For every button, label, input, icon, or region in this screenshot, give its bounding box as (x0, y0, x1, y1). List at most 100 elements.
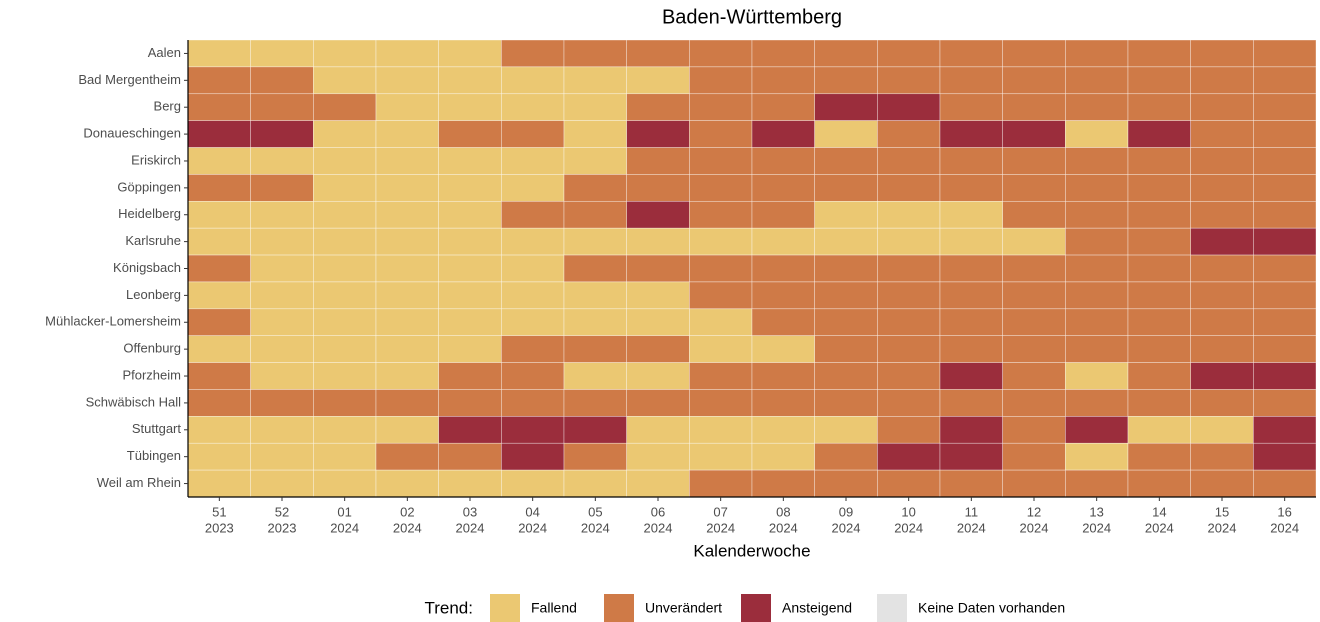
heatmap-cell (1127, 39, 1191, 68)
heatmap-cell (626, 66, 690, 95)
heatmap-cell (1190, 39, 1254, 68)
heatmap-cell (313, 174, 377, 202)
heatmap-cell (187, 335, 251, 363)
heatmap-cell (1190, 281, 1254, 310)
x-tick-label: 2023 (268, 520, 297, 535)
heatmap-cell (501, 120, 565, 148)
heatmap-cell (751, 442, 815, 471)
heatmap-cell (1253, 39, 1317, 68)
heatmap-cell (1253, 93, 1317, 121)
heatmap-cell (313, 200, 377, 229)
heatmap-cell (1190, 389, 1254, 417)
heatmap-cell (1002, 254, 1066, 283)
heatmap-cell (814, 389, 878, 417)
heatmap-cell (313, 416, 377, 444)
heatmap-cell (1127, 120, 1191, 148)
x-tick-label: 01 (337, 504, 351, 519)
heatmap-cell (751, 389, 815, 417)
heatmap-cell (626, 308, 690, 337)
y-tick-label: Tübingen (127, 448, 181, 463)
heatmap-cell (375, 335, 439, 363)
y-tick-label: Karlsruhe (125, 233, 181, 248)
x-tick-label: 2024 (518, 520, 547, 535)
heatmap-cell (814, 362, 878, 390)
heatmap-cell (313, 120, 377, 148)
y-tick-label: Berg (154, 99, 181, 114)
y-tick-label: Weil am Rhein (97, 475, 181, 490)
heatmap-cell (1002, 120, 1066, 148)
heatmap-cell (689, 254, 753, 283)
heatmap-cell (814, 39, 878, 68)
heatmap-cell (689, 389, 753, 417)
heatmap-cell (375, 200, 439, 229)
x-tick-label: 2023 (205, 520, 234, 535)
heatmap-cell (563, 416, 627, 444)
heatmap-cell (375, 416, 439, 444)
heatmap-cell (1065, 254, 1129, 283)
heatmap-cell (1065, 416, 1129, 444)
heatmap-cell (877, 39, 941, 68)
heatmap-cell (1253, 335, 1317, 363)
heatmap-cell (689, 281, 753, 310)
heatmap-cell (1127, 174, 1191, 202)
x-tick-label: 2024 (644, 520, 673, 535)
heatmap-cell (313, 389, 377, 417)
heatmap-cell (1127, 335, 1191, 363)
heatmap-cell (1127, 281, 1191, 310)
y-tick-label: Königsbach (113, 260, 181, 275)
x-tick-label: 2024 (581, 520, 610, 535)
legend-title: Trend: (424, 598, 473, 617)
heatmap-cell (375, 254, 439, 283)
heatmap-cell (250, 442, 314, 471)
heatmap-cell (250, 227, 314, 256)
heatmap-cell (501, 200, 565, 229)
heatmap-cell (1002, 227, 1066, 256)
x-tick-label: 2024 (1020, 520, 1049, 535)
heatmap-cell (1190, 362, 1254, 390)
heatmap-cell (1253, 147, 1317, 175)
x-tick-label: 09 (839, 504, 853, 519)
heatmap-cell (1190, 416, 1254, 444)
heatmap-cell (1127, 469, 1191, 498)
heatmap-cell (1065, 469, 1129, 498)
heatmap-cell (1190, 469, 1254, 498)
heatmap-cell (1065, 93, 1129, 121)
heatmap-cell (689, 200, 753, 229)
y-tick-label: Heidelberg (118, 206, 181, 221)
heatmap-cell (250, 335, 314, 363)
heatmap-cell (751, 362, 815, 390)
x-tick-label: 10 (901, 504, 915, 519)
heatmap-cell (375, 442, 439, 471)
heatmap-cell (1253, 442, 1317, 471)
heatmap-cell (814, 147, 878, 175)
heatmap-cell (626, 442, 690, 471)
heatmap-cell (1127, 93, 1191, 121)
heatmap-cell (1190, 66, 1254, 95)
heatmap-cell (1065, 174, 1129, 202)
heatmap-cell (563, 335, 627, 363)
heatmap-cell (939, 389, 1003, 417)
heatmap-cell (187, 362, 251, 390)
heatmap-cell (814, 200, 878, 229)
heatmap-cell (939, 281, 1003, 310)
heatmap-cell (751, 200, 815, 229)
heatmap-cell (438, 174, 502, 202)
heatmap-cell (814, 93, 878, 121)
heatmap-cell (501, 227, 565, 256)
heatmap-cell (939, 120, 1003, 148)
heatmap-cell (375, 174, 439, 202)
heatmap-cell (563, 39, 627, 68)
heatmap-cell (250, 362, 314, 390)
heatmap-cell (313, 254, 377, 283)
heatmap-cell (877, 281, 941, 310)
heatmap-cell (1127, 227, 1191, 256)
heatmap-cell (939, 308, 1003, 337)
heatmap-cell (563, 174, 627, 202)
heatmap-cell (939, 254, 1003, 283)
heatmap-cell (250, 39, 314, 68)
heatmap-cell (438, 281, 502, 310)
heatmap-cell (1253, 120, 1317, 148)
x-tick-label: 2024 (769, 520, 798, 535)
heatmap-cell (250, 147, 314, 175)
x-tick-label: 05 (588, 504, 602, 519)
